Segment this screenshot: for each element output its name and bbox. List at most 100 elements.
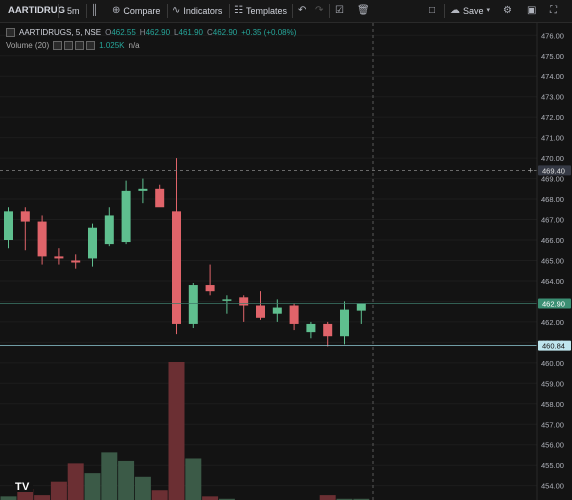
- fullscreen-button[interactable]: ⛶: [550, 0, 557, 22]
- save-label: Save: [463, 6, 484, 16]
- compare-button[interactable]: ⊕ Compare: [112, 0, 160, 22]
- candle: [340, 301, 349, 345]
- candle-body: [172, 211, 181, 324]
- candle-body: [104, 215, 114, 245]
- price-tag-bg: [538, 165, 571, 176]
- price-tick-label: 462.00: [541, 318, 564, 327]
- price-tick-label: 475.00: [541, 52, 564, 61]
- candles: [4, 158, 366, 347]
- layout-square-icon: □: [429, 5, 436, 16]
- ohlc-legend: AARTIDRUGS, 5, NSE O462.55 H462.90 L461.…: [6, 28, 296, 37]
- toolbar-divider: [329, 4, 330, 18]
- price-tick-label: 476.00: [541, 31, 564, 40]
- redo-button[interactable]: ↷: [315, 0, 323, 22]
- candle: [272, 299, 282, 322]
- price-tick-label: 471.00: [541, 134, 564, 143]
- settings-small-icon[interactable]: [64, 41, 74, 50]
- remove-small-icon[interactable]: [75, 41, 85, 50]
- price-tick-label: 467.00: [541, 216, 564, 225]
- candle-body: [4, 211, 13, 241]
- candle: [289, 303, 299, 331]
- price-tick-label: 474.00: [541, 72, 564, 81]
- indicators-button[interactable]: ∿ Indicators: [172, 0, 222, 22]
- price-tick-label: 470.00: [541, 154, 564, 163]
- candle-body: [138, 188, 148, 191]
- price-tick-label: 454.00: [541, 482, 564, 491]
- bar-style-button[interactable]: ║: [91, 0, 98, 22]
- undo-button[interactable]: ↶: [298, 0, 306, 22]
- volume-title: Volume (20): [6, 41, 50, 50]
- candle-body: [20, 211, 30, 222]
- legend-icons[interactable]: [53, 41, 96, 50]
- price-tag-label: 469.40: [542, 166, 565, 175]
- volume-bar: [0, 496, 17, 500]
- volume-bar: [218, 498, 235, 500]
- alert-button[interactable]: ☑: [335, 0, 344, 22]
- open-value: 462.55: [111, 28, 136, 37]
- price-tick-label: 459.00: [541, 379, 564, 388]
- snapshot-button[interactable]: ▣: [527, 0, 536, 22]
- more-small-icon[interactable]: [86, 41, 96, 50]
- interval-button[interactable]: 5m: [67, 6, 80, 16]
- candle: [121, 180, 131, 245]
- collapse-legend-icon[interactable]: [6, 28, 15, 37]
- candle: [54, 248, 64, 265]
- chevron-down-icon: ▾: [486, 7, 491, 14]
- candle: [104, 207, 114, 247]
- templates-button[interactable]: ☷ Templates: [234, 0, 287, 22]
- volume-legend: Volume (20) 1.025K n/a: [6, 41, 140, 50]
- volume-bar: [34, 495, 51, 500]
- compare-label: Compare: [123, 6, 161, 16]
- indicators-icon: ∿: [172, 5, 181, 16]
- camera-icon: ▣: [527, 5, 537, 16]
- price-lines: [0, 23, 537, 500]
- settings-button[interactable]: ⚙: [503, 0, 512, 22]
- price-tag-bg: [538, 298, 571, 309]
- candle: [323, 321, 333, 347]
- price-tick-label: 469.00: [541, 175, 564, 184]
- close-value: 462.90: [212, 28, 238, 37]
- toolbar-divider: [58, 4, 59, 18]
- undo-icon: ↶: [298, 5, 307, 16]
- top-toolbar: AARTIDRUG 5m ║ ⊕ Compare ∿ Indicators ☷ …: [0, 0, 572, 23]
- toolbar-divider: [86, 4, 87, 18]
- candle-body: [289, 305, 299, 324]
- crosshair-plus-icon[interactable]: +: [528, 165, 533, 175]
- save-button[interactable]: ☁ Save ▾: [450, 0, 490, 22]
- price-axis[interactable]: 476.00 475.00 474.00 473.00 472.00 471.00 470.…: [541, 31, 564, 490]
- candle: [155, 184, 165, 208]
- price-tick-label: 466.00: [541, 236, 564, 245]
- volume-bars: [0, 362, 370, 500]
- candle-body: [222, 299, 232, 301]
- price-tick-label: 468.00: [541, 195, 564, 204]
- candle: [222, 295, 232, 314]
- layout-button[interactable]: □: [429, 0, 435, 22]
- price-tick-label: 456.00: [541, 441, 564, 450]
- delete-button[interactable]: 🗑: [357, 0, 370, 22]
- candle: [88, 223, 97, 267]
- toolbar-divider: [444, 4, 445, 18]
- candle-body: [239, 297, 249, 306]
- candle-body: [37, 221, 47, 257]
- candle-body: [306, 323, 316, 333]
- cloud-icon: ☁: [450, 5, 460, 16]
- price-tick-label: 458.00: [541, 400, 564, 409]
- open-label: O: [105, 28, 112, 37]
- trash-icon: 🗑: [357, 5, 370, 16]
- candle: [239, 295, 249, 322]
- indicators-label: Indicators: [183, 6, 223, 16]
- candle: [20, 207, 30, 251]
- candle: [37, 215, 47, 265]
- volume-bar: [353, 498, 370, 500]
- svg-text:T: T: [15, 481, 22, 493]
- symbol-search-button[interactable]: AARTIDRUG: [8, 5, 65, 16]
- fullscreen-icon: ⛶: [550, 5, 557, 16]
- price-tick-label: 473.00: [541, 93, 564, 102]
- volume-bar: [67, 463, 84, 500]
- candle-body: [71, 260, 81, 263]
- candle-body: [323, 323, 333, 337]
- candle: [4, 207, 13, 249]
- price-chart[interactable]: 476.00 475.00 474.00 473.00 472.00 471.00 470.…: [0, 23, 572, 500]
- volume-bar: [319, 495, 336, 500]
- eye-icon[interactable]: [53, 41, 63, 50]
